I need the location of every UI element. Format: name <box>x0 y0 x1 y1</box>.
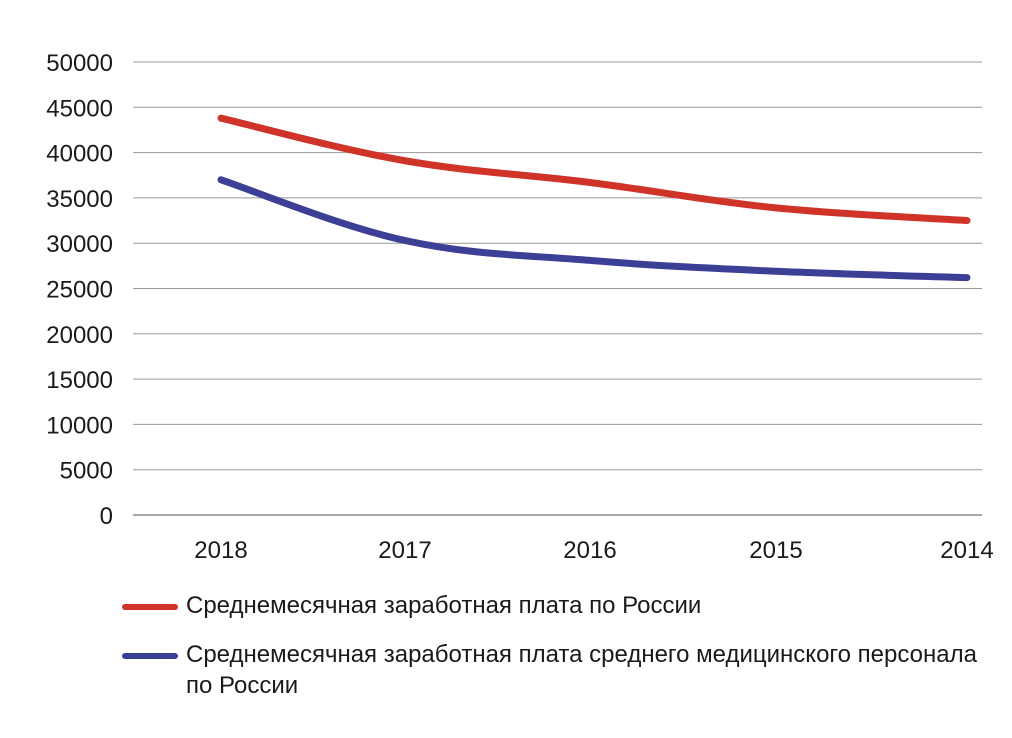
legend-swatch-blue <box>122 653 178 659</box>
y-tick-label: 0 <box>100 503 113 530</box>
x-tick-label: 2016 <box>563 537 616 564</box>
x-tick-label: 2017 <box>378 537 431 564</box>
legend-label: Среднемесячная заработная плата по Росси… <box>186 592 702 619</box>
y-tick-label: 40000 <box>46 141 113 168</box>
legend-item-avg-salary: Среднемесячная заработная плата по Росси… <box>120 590 1000 621</box>
x-axis-ticks: 2018 2017 2016 2015 2014 <box>194 537 993 564</box>
y-tick-label: 15000 <box>46 367 113 394</box>
series-line-nurse-salary <box>217 176 971 282</box>
y-tick-label: 10000 <box>46 412 113 439</box>
y-tick-label: 35000 <box>46 186 113 213</box>
y-axis-ticks: 0 5000 10000 15000 20000 25000 30000 35000 40000… <box>46 50 113 530</box>
legend-item-nurse-salary: Среднемесячная заработная плата среднего… <box>120 639 1000 701</box>
legend-label: Среднемесячная заработная плата среднего… <box>186 641 977 699</box>
y-tick-label: 30000 <box>46 231 113 258</box>
x-tick-label: 2015 <box>749 537 802 564</box>
x-tick-label: 2018 <box>194 537 247 564</box>
series-lines <box>217 114 971 282</box>
y-tick-label: 50000 <box>46 50 113 77</box>
y-tick-label: 20000 <box>46 322 113 349</box>
legend-swatch-red <box>122 604 178 610</box>
gridlines <box>133 61 982 516</box>
legend: Среднемесячная заработная плата по Росси… <box>120 590 1000 719</box>
series-line-avg-salary <box>217 114 971 225</box>
x-tick-label: 2014 <box>940 537 993 564</box>
y-tick-label: 5000 <box>60 458 113 485</box>
y-tick-label: 45000 <box>46 95 113 122</box>
y-tick-label: 25000 <box>46 277 113 304</box>
